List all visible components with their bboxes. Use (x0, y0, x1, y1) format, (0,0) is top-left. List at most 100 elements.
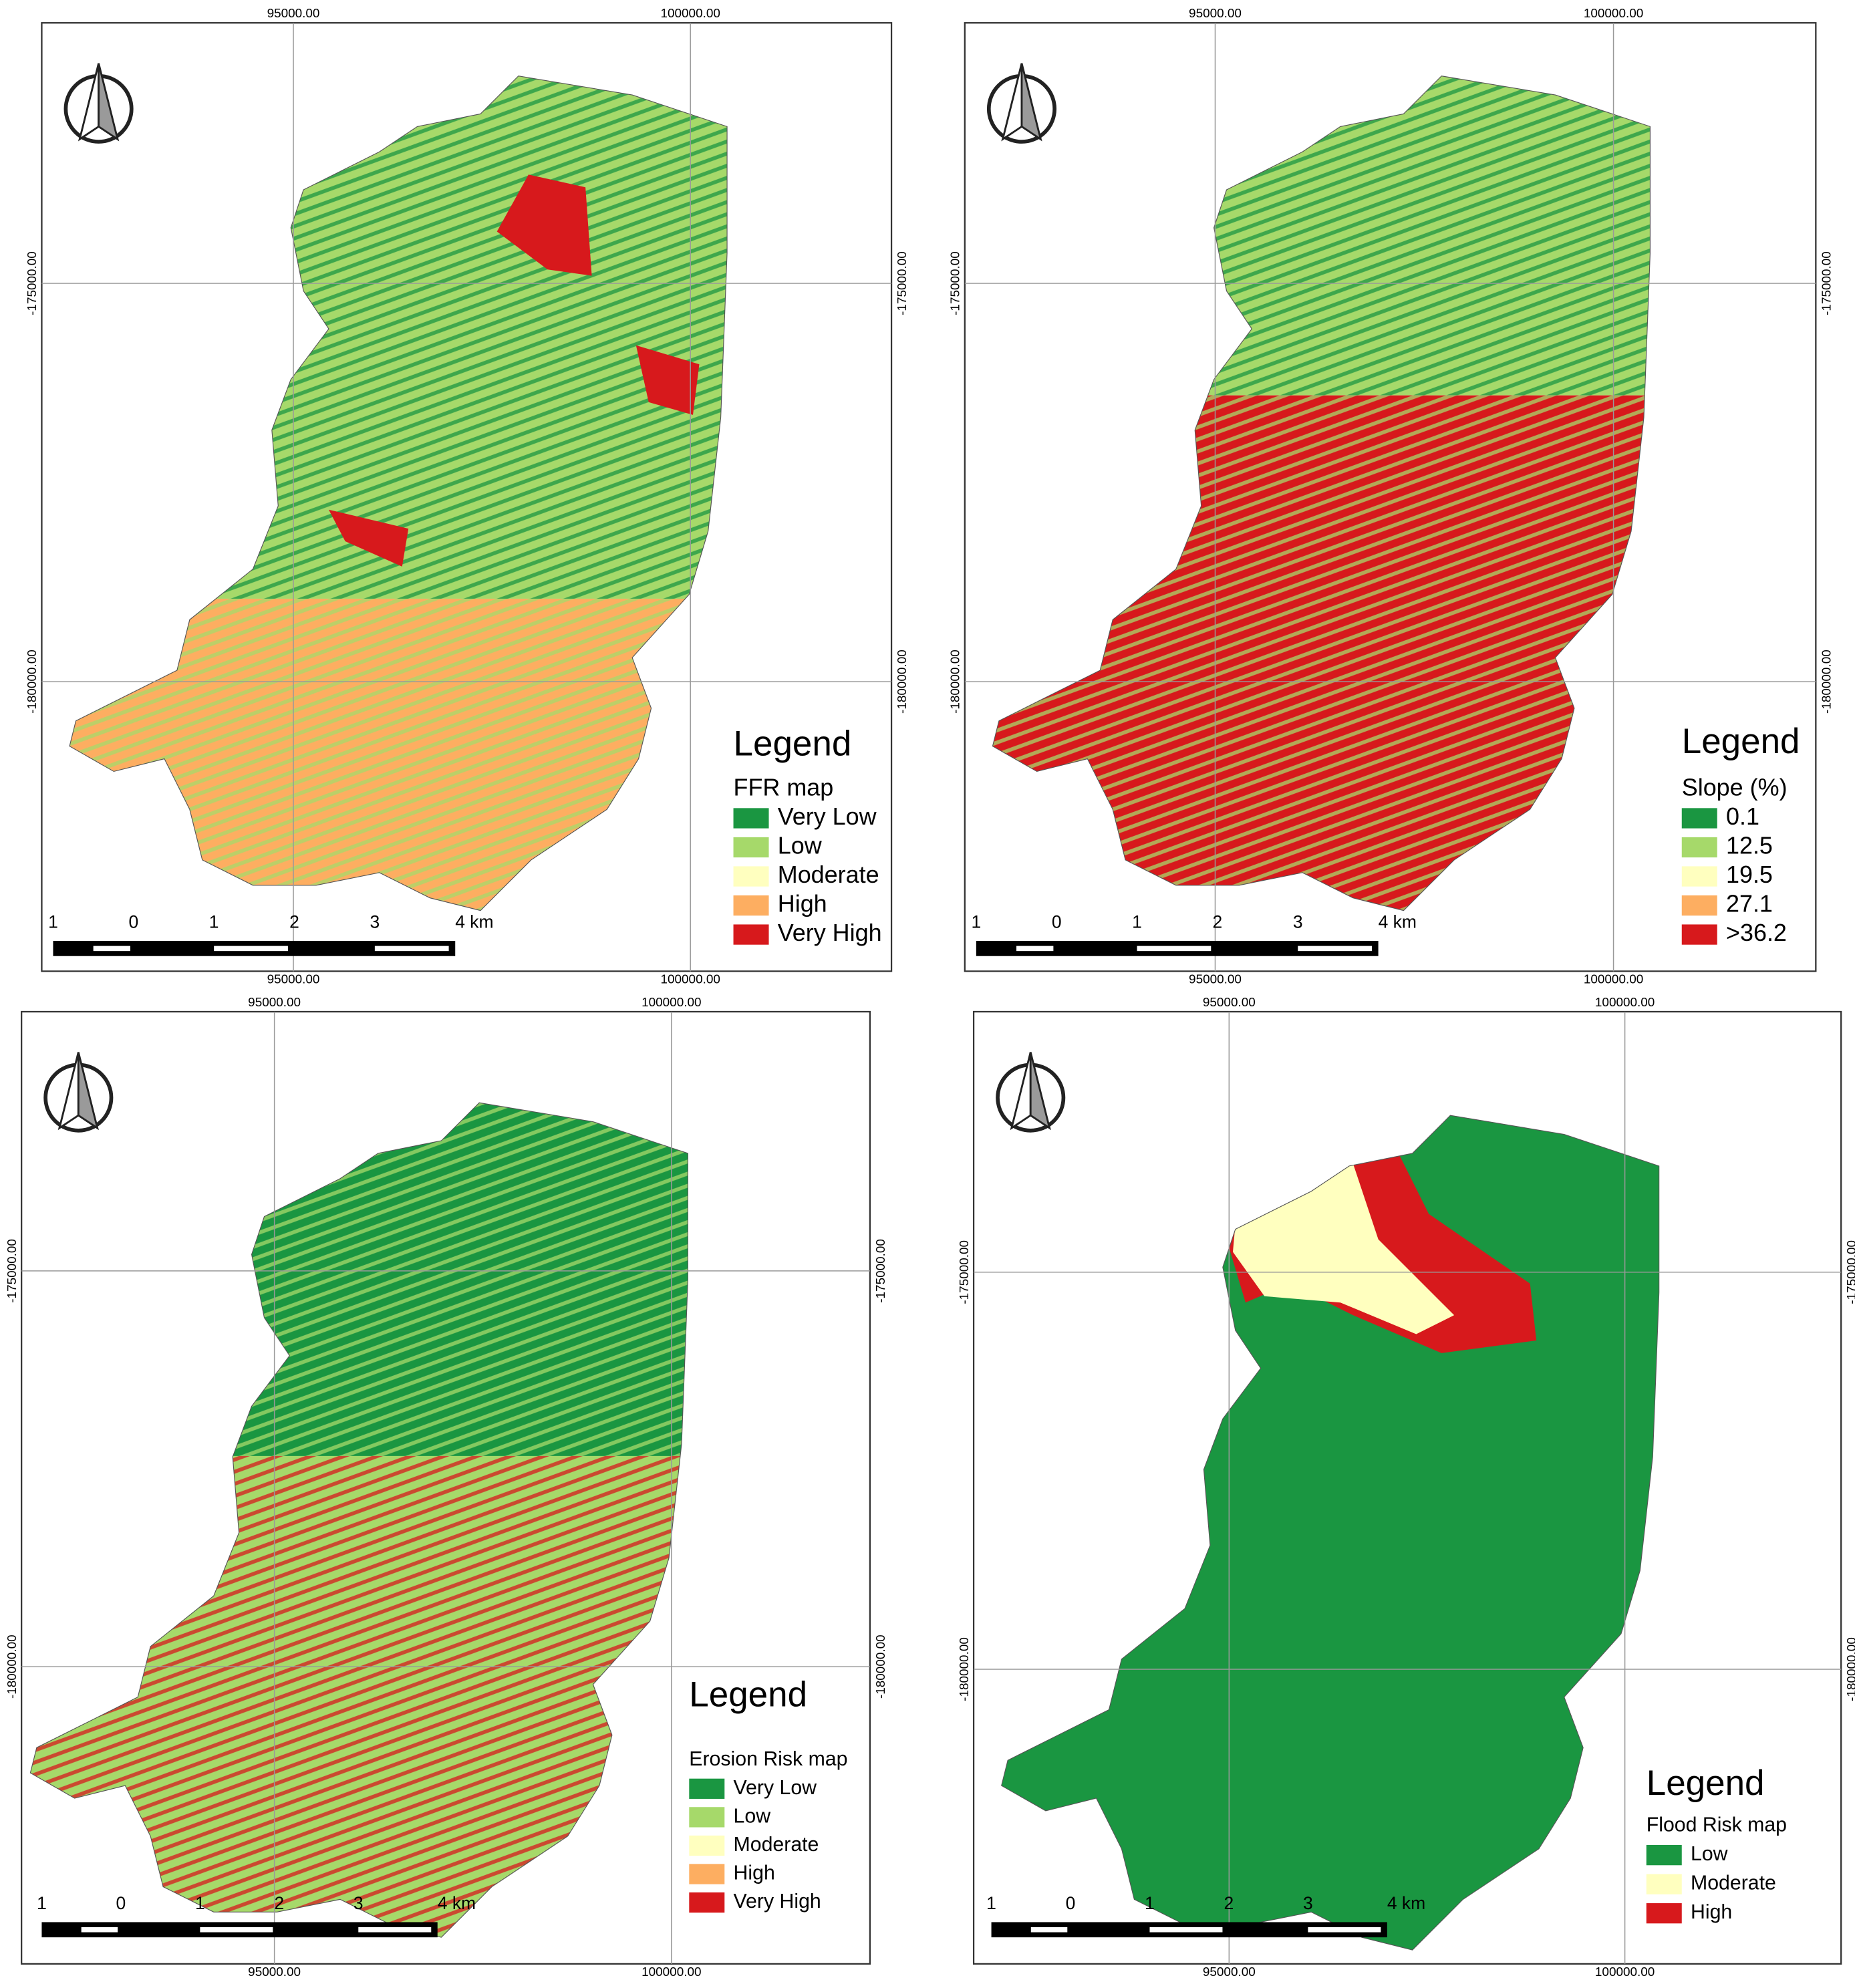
scale-label: 4 km (1387, 1893, 1425, 1913)
grid-label: -175000.00 (1845, 1240, 1855, 1304)
legend-label: Low (778, 831, 823, 859)
scale-label: 1 (1132, 912, 1142, 932)
scale-label: 3 (353, 1893, 364, 1913)
risk-zone (635, 345, 700, 415)
legend-heading: Legend (734, 724, 852, 764)
grid-label: 100000.00 (1595, 1965, 1655, 1979)
scale-label: 1 (209, 912, 219, 932)
grid-label: -175000.00 (958, 1240, 972, 1304)
study-area-outline (29, 1102, 688, 1938)
grid-label: 95000.00 (248, 1965, 301, 1979)
grid-label: -180000.00 (1845, 1637, 1855, 1701)
scale-label: 2 (1213, 912, 1223, 932)
scale-bar (1298, 946, 1372, 952)
legend-swatch (733, 895, 769, 916)
risk-zone (328, 509, 409, 567)
legend-label: 0.1 (1726, 803, 1759, 830)
grid-label: -175000.00 (1820, 251, 1834, 315)
grid-label: 100000.00 (1584, 7, 1643, 21)
legend-swatch (1681, 837, 1717, 858)
scale-bar (214, 946, 288, 952)
legend-swatch (1646, 1845, 1682, 1866)
grid-label: -180000.00 (5, 1635, 19, 1699)
scale-label: 0 (1052, 912, 1062, 932)
legend-swatch (689, 1835, 725, 1856)
scale-label: 3 (370, 912, 380, 932)
risk-zone (496, 174, 592, 276)
legend-label: 12.5 (1726, 831, 1773, 859)
legend-label: Very High (734, 1890, 821, 1912)
legend-title: FFR map (734, 773, 834, 801)
grid-label: 95000.00 (1203, 1965, 1256, 1979)
grid-label: 95000.00 (248, 996, 301, 1010)
grid-label: -175000.00 (874, 1239, 888, 1303)
legend-swatch (689, 1807, 725, 1828)
north-arrow (77, 1052, 99, 1131)
scale-label: 0 (128, 912, 138, 932)
legend-title: Slope (%) (1682, 773, 1788, 801)
legend-label: Low (734, 1805, 771, 1827)
grid-label: -180000.00 (895, 650, 909, 714)
legend-swatch (733, 808, 769, 829)
study-area-outline (992, 76, 1651, 911)
legend-swatch (1681, 924, 1717, 945)
scale-label: 4 km (1379, 912, 1417, 932)
legend-swatch (1646, 1903, 1682, 1924)
map-panel: 95000.00 95000.00 100000.00 100000.00 -17500… (958, 996, 1855, 1979)
legend-heading: Legend (1682, 722, 1800, 761)
grid-label: 100000.00 (661, 973, 720, 987)
grid-label: -180000.00 (949, 650, 963, 714)
scale-label: 3 (1303, 1893, 1313, 1913)
grid-label: -180000.00 (874, 1635, 888, 1699)
grid-label: -180000.00 (25, 650, 39, 714)
study-area-outline (69, 76, 728, 911)
grid-label: -180000.00 (1820, 650, 1834, 714)
grid-label: -175000.00 (949, 251, 963, 315)
legend-label: 19.5 (1726, 861, 1773, 888)
grid-label: 95000.00 (1189, 973, 1242, 987)
map-panel: 95000.00 95000.00 100000.00 100000.00 -17500… (949, 7, 1834, 987)
legend-swatch (733, 837, 769, 858)
grid-label: -180000.00 (958, 1637, 972, 1701)
grid-label: -175000.00 (5, 1239, 19, 1303)
legend-swatch (689, 1892, 725, 1913)
legend-label: Moderate (1691, 1872, 1776, 1894)
legend-label: Very High (778, 919, 882, 946)
legend-swatch (689, 1778, 725, 1799)
scale-label: 1 (48, 912, 58, 932)
scale-label: 4 km (438, 1893, 476, 1913)
scale-bar (358, 1927, 432, 1933)
scale-label: 2 (1224, 1893, 1234, 1913)
legend-swatch (1646, 1874, 1682, 1894)
north-arrow (98, 63, 120, 142)
grid-label: 95000.00 (267, 973, 320, 987)
scale-label: 0 (1066, 1893, 1076, 1913)
legend-title: Erosion Risk map (689, 1748, 847, 1770)
legend-heading: Legend (1647, 1763, 1765, 1803)
scale-bar (200, 1927, 273, 1933)
grid-label: 100000.00 (1584, 973, 1643, 987)
legend-label: High (734, 1862, 775, 1884)
legend-label: Moderate (734, 1834, 819, 1856)
north-arrow (1020, 63, 1042, 142)
legend-label: Low (1691, 1843, 1728, 1865)
grid-label: 100000.00 (641, 996, 701, 1010)
grid-label: 95000.00 (267, 7, 320, 21)
scale-bar (1030, 1927, 1068, 1933)
scale-bar (93, 946, 131, 952)
legend-label: Very Low (734, 1777, 817, 1799)
legend-swatch (1681, 866, 1717, 887)
grid-label: -175000.00 (25, 251, 39, 315)
scale-label: 1 (1145, 1893, 1155, 1913)
map-panel: 95000.00 95000.00 100000.00 100000.00 -17500… (25, 7, 909, 987)
scale-bar (1149, 1927, 1223, 1933)
map-panel: 95000.00 95000.00 100000.00 100000.00 -17500… (5, 996, 888, 1979)
legend-label: 27.1 (1726, 890, 1773, 917)
legend-swatch (1681, 895, 1717, 916)
grid-label: -175000.00 (895, 251, 909, 315)
scale-label: 1 (37, 1893, 47, 1913)
scale-label: 2 (289, 912, 299, 932)
risk-zone (1232, 1163, 1455, 1334)
scale-bar (1137, 946, 1211, 952)
